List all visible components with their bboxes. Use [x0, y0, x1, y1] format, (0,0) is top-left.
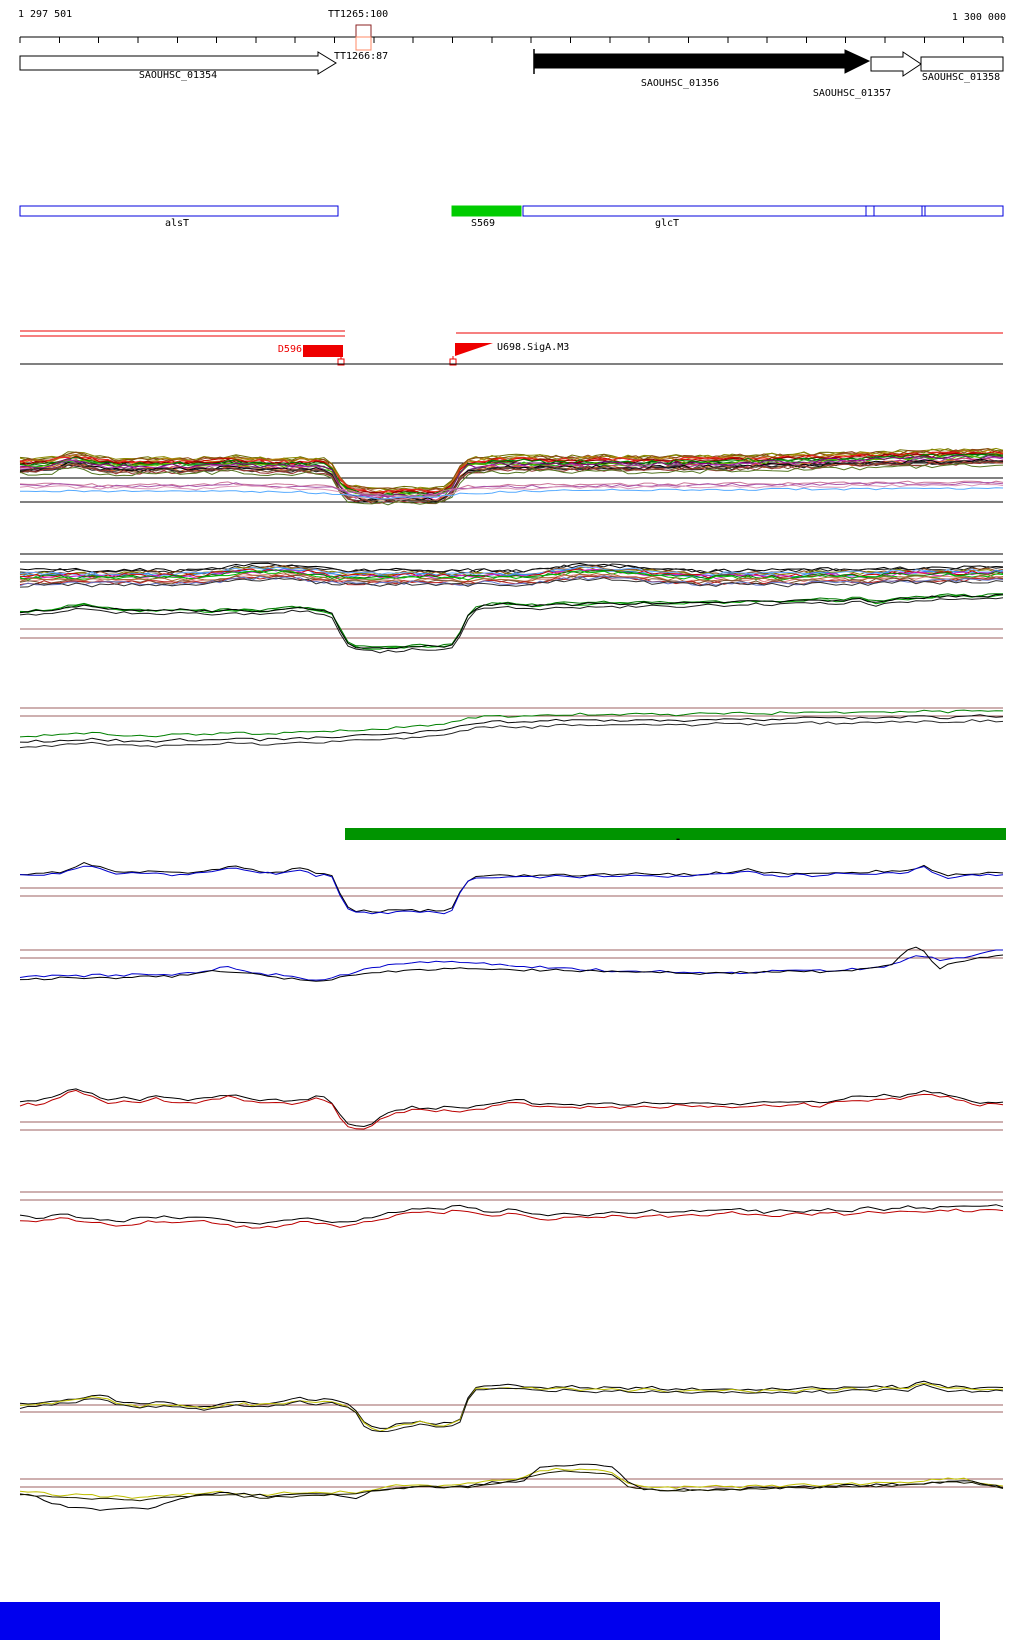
track-1-dense-line [19, 451, 1004, 495]
track-1-dense-line [19, 447, 1004, 492]
gene-label-saouhsc-01356: SAOUHSC_01356 [640, 78, 720, 89]
track-5-blue-line [19, 946, 1004, 982]
minus-strand-marker: - [674, 834, 682, 845]
segment-bar-green[interactable] [345, 828, 1006, 840]
track-1-dense-line [19, 487, 1004, 500]
marker-label-tt1266: TT1266:87 [334, 51, 389, 62]
track-2-dense-line [19, 577, 1004, 588]
track-5-blue-line [19, 949, 1003, 981]
track-2-dense-line [19, 570, 1004, 581]
track-1-dense-line [19, 481, 1004, 499]
track-2-dense-line [19, 574, 1004, 586]
gene-arrow-saouhsc_01357[interactable] [870, 51, 922, 77]
track-2-dense-line [19, 597, 1004, 654]
track-9-yellow-line [19, 1463, 1004, 1511]
operon-label-alst: alsT [164, 218, 190, 229]
track-2-dense-line [19, 572, 1004, 583]
tss-flag-u698[interactable] [455, 343, 493, 356]
gene-arrow-saouhsc_01354[interactable] [19, 51, 337, 75]
track-1-dense-line [19, 483, 1004, 500]
ruler-marker-box-bottom[interactable] [355, 36, 372, 51]
gene-label-saouhsc-01357: SAOUHSC_01357 [812, 88, 892, 99]
track-1-dense-line [19, 463, 1004, 506]
gene-arrow-saouhsc_01358[interactable] [920, 56, 1004, 72]
feature-label-s569: S569 [470, 218, 496, 229]
track-4-blue-line [19, 865, 1004, 915]
track-8-yellow-line [19, 1383, 1004, 1433]
feature-box-s569[interactable] [451, 205, 522, 217]
track-9-yellow-line [19, 1470, 1004, 1502]
track-7-red-line [19, 1208, 1004, 1229]
track-6-red-line [19, 1089, 1004, 1130]
ruler-start-coordinate: 1 297 501 [18, 9, 73, 20]
track-6-red-line [19, 1088, 1004, 1128]
gene-label-saouhsc-01358: SAOUHSC_01358 [921, 72, 1001, 83]
tss-label-d596: D596 [277, 344, 302, 355]
ruler-marker-box-top[interactable] [355, 24, 372, 38]
footer-bar-blue[interactable] [0, 1602, 940, 1640]
track-1-dense-line [19, 448, 1004, 491]
track-1-dense-line [19, 455, 1004, 499]
track-8-yellow-line [19, 1382, 1004, 1432]
track-3-green-line [19, 709, 1004, 738]
track-7-red-line [19, 1204, 1004, 1225]
track-2-dense-line [19, 563, 1004, 574]
track-2-dense-line [19, 593, 1004, 650]
feature-box-glct[interactable] [522, 205, 1004, 217]
track-3-green-line [19, 714, 1004, 743]
gene-arrow-saouhsc_01356[interactable] [533, 49, 871, 74]
tss-box-d596[interactable] [303, 345, 343, 357]
tss-anchor-square [449, 358, 457, 366]
marker-label-tt1265: TT1265:100 [328, 9, 389, 20]
feature-box-alst[interactable] [19, 205, 339, 217]
track-1-dense-line [19, 459, 1004, 504]
track-9-yellow-line [19, 1467, 1004, 1499]
tss-label-u698-siga-m3: U698.SigA.M3 [497, 342, 570, 353]
track-2-dense-line [19, 565, 1004, 577]
ruler-end-coordinate: 1 300 000 [951, 12, 1006, 23]
track-3-green-line [19, 719, 1004, 749]
gene-label-saouhsc-01354: SAOUHSC_01354 [138, 70, 218, 81]
track-4-blue-line [19, 861, 1004, 913]
operon-label-glct: glcT [654, 218, 680, 229]
tss-anchor-square [337, 358, 345, 366]
track-1-dense-line [19, 460, 1004, 505]
track-2-dense-line [19, 575, 1004, 587]
